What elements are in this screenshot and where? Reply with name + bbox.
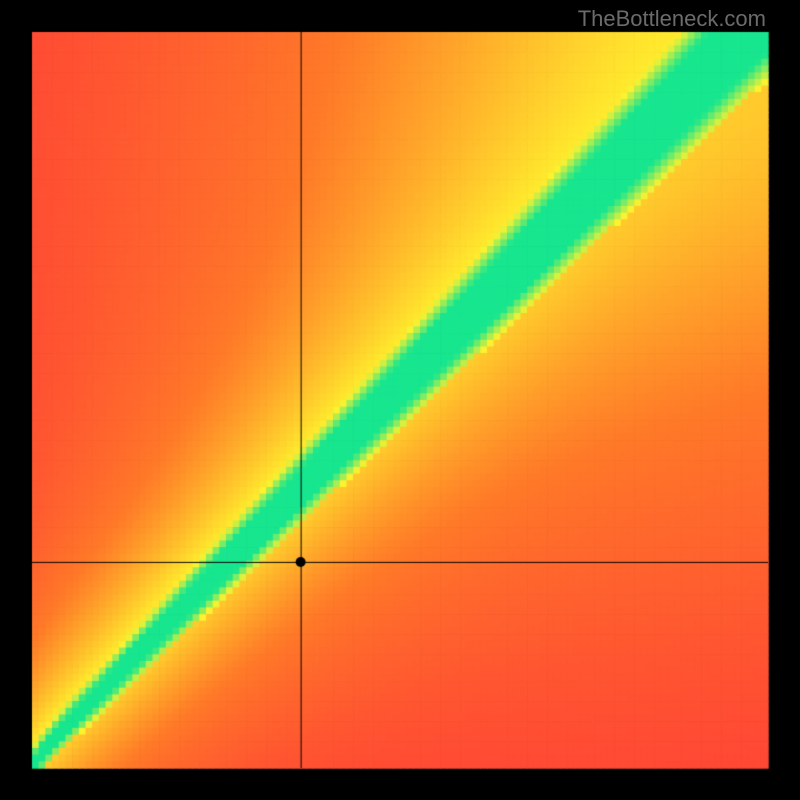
watermark-text: TheBottleneck.com <box>578 6 766 32</box>
bottleneck-heatmap <box>0 0 800 800</box>
